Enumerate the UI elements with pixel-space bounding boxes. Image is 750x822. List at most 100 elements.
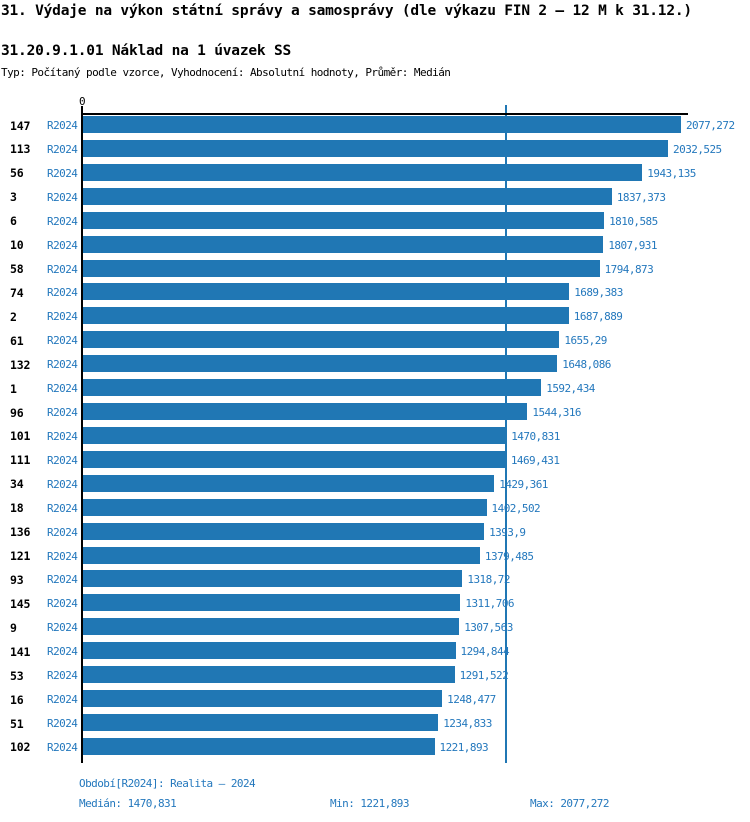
- row-series-label: R2024: [47, 119, 78, 132]
- row-id-label: 10: [10, 238, 24, 253]
- bar-value-label: 2077,272: [685, 119, 735, 132]
- row-id-label: 96: [10, 405, 24, 420]
- row-series-label: R2024: [47, 573, 78, 587]
- row-id-label: 111: [10, 453, 31, 468]
- bar: [82, 642, 456, 660]
- row-series-label: R2024: [47, 190, 78, 204]
- row-series-label: R2024: [47, 693, 78, 707]
- bar-row: 51 R2024 1234,833: [0, 714, 750, 731]
- bar: [82, 187, 612, 205]
- bar-row: 113 R2024 2032,525: [0, 139, 750, 157]
- bar-row: 61 R2024 1655,29: [0, 331, 750, 349]
- bar-row: 121 R2024 1379,485: [0, 546, 750, 564]
- bar-value-label: 1810,585: [609, 214, 658, 228]
- row-id-label: 132: [10, 357, 31, 372]
- row-series-label: R2024: [47, 669, 78, 683]
- row-id-label: 9: [10, 620, 17, 635]
- bar-row: 102 R2024 1221,893: [0, 737, 750, 755]
- bar: [82, 426, 507, 444]
- bar-row: 56 R2024 1943,135: [0, 163, 750, 181]
- bar: [82, 139, 669, 157]
- row-series-label: R2024: [47, 429, 78, 443]
- bar-row: 3 R2024 1837,373: [0, 187, 750, 205]
- row-series-label: R2024: [47, 453, 78, 467]
- bar-value-label: 1291,522: [459, 669, 509, 683]
- bar: [82, 522, 485, 540]
- bar-row: 96 R2024 1544,316: [0, 403, 750, 421]
- row-id-label: 121: [10, 549, 31, 564]
- bar-row: 2 R2024 1687,889: [0, 307, 750, 325]
- bar-row: 111 R2024 1469,431: [0, 450, 750, 468]
- row-series-label: R2024: [47, 597, 78, 611]
- median-line: [505, 105, 507, 763]
- row-series-label: R2024: [47, 477, 78, 491]
- row-series-label: R2024: [47, 334, 78, 348]
- row-series-label: R2024: [47, 166, 78, 180]
- row-series-label: R2024: [47, 382, 78, 396]
- bar-row: 136 R2024 1393,9: [0, 522, 750, 540]
- bar-value-label: 1544,316: [532, 406, 581, 420]
- row-series-label: R2024: [47, 645, 78, 659]
- bar-value-label: 2032,525: [673, 142, 722, 156]
- bar-row: 18 R2024 1402,502: [0, 498, 750, 516]
- row-id-label: 101: [10, 429, 31, 444]
- row-id-label: 145: [10, 596, 31, 611]
- bar-value-label: 1470,831: [511, 429, 560, 443]
- bar: [82, 570, 463, 588]
- row-series-label: R2024: [47, 717, 78, 730]
- row-series-label: R2024: [47, 142, 78, 156]
- row-series-label: R2024: [47, 286, 78, 300]
- bar: [82, 594, 461, 612]
- row-id-label: 1: [10, 381, 17, 396]
- bar: [82, 403, 528, 421]
- bar-row: 9 R2024 1307,563: [0, 618, 750, 636]
- footer-max: Max: 2077,272: [530, 797, 610, 810]
- bar: [82, 283, 570, 301]
- bar: [82, 666, 455, 684]
- bar: [82, 690, 443, 708]
- bar: [82, 474, 495, 492]
- bar-value-label: 1689,383: [574, 286, 623, 300]
- bar: [82, 116, 681, 133]
- footer-min: Min: 1221,893: [330, 797, 410, 810]
- row-id-label: 141: [10, 644, 31, 659]
- row-series-label: R2024: [47, 262, 78, 276]
- bar-row: 145 R2024 1311,706: [0, 594, 750, 612]
- row-id-label: 2: [10, 309, 17, 324]
- bar-value-label: 1393,9: [489, 525, 526, 539]
- bar-row: 58 R2024 1794,873: [0, 259, 750, 277]
- bar: [82, 379, 542, 397]
- bar-value-label: 1402,502: [491, 501, 541, 515]
- bar-value-label: 1429,361: [499, 477, 548, 491]
- x-axis-line: [80, 113, 688, 115]
- bar: [82, 714, 439, 731]
- axis-zero-label: 0: [78, 95, 86, 108]
- bar-value-label: 1592,434: [546, 382, 595, 396]
- bar-value-label: 1221,893: [439, 740, 489, 754]
- bar-value-label: 1307,563: [464, 621, 513, 635]
- bar-value-label: 1837,373: [616, 190, 666, 204]
- row-id-label: 34: [10, 477, 24, 492]
- bar: [82, 355, 558, 373]
- bar: [82, 331, 560, 349]
- bar: [82, 450, 506, 468]
- row-id-label: 18: [10, 501, 24, 516]
- bar-value-label: 1379,485: [484, 549, 534, 563]
- row-series-label: R2024: [47, 406, 78, 420]
- row-id-label: 16: [10, 692, 24, 707]
- bar-value-label: 1794,873: [604, 262, 654, 276]
- bar-row: 6 R2024 1810,585: [0, 211, 750, 229]
- bar-value-label: 1234,833: [443, 717, 492, 730]
- bar-value-label: 1943,135: [647, 166, 696, 180]
- bar: [82, 163, 643, 181]
- bar-value-label: 1648,086: [562, 358, 611, 372]
- bar-value-label: 1294,844: [460, 645, 510, 659]
- bar-row: 1 R2024 1592,434: [0, 379, 750, 397]
- row-id-label: 74: [10, 285, 24, 300]
- bar: [82, 737, 435, 755]
- row-series-label: R2024: [47, 740, 78, 754]
- row-id-label: 102: [10, 740, 31, 755]
- row-series-label: R2024: [47, 358, 78, 372]
- bar-row: 53 R2024 1291,522: [0, 666, 750, 684]
- footer-period: Období[R2024]: Realita – 2024: [79, 777, 256, 790]
